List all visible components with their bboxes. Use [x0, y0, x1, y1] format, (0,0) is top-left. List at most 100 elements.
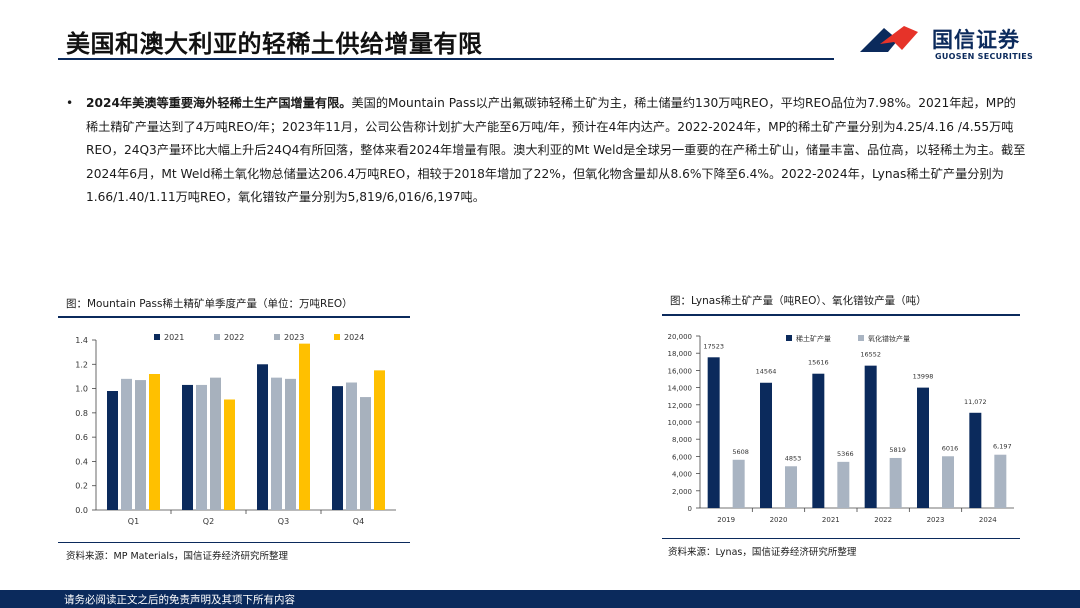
data-label: 5819 [889, 446, 906, 454]
y-tick-label: 1.4 [75, 336, 88, 345]
y-tick-label: 1.2 [75, 360, 88, 369]
data-label: 17523 [703, 342, 724, 350]
left-caption-divider [58, 316, 410, 318]
y-tick-label: 8,000 [672, 436, 692, 444]
data-label: 5366 [837, 450, 854, 458]
bar-氧化镨钕产量-2021 [837, 461, 850, 508]
data-label: 6,197 [993, 443, 1012, 451]
logo-subtext: GUOSEN SECURITIES [935, 52, 1034, 61]
bar-2021-Q3 [257, 364, 268, 510]
legend-label: 2022 [224, 333, 244, 342]
legend-swatch-氧化镨钕产量 [858, 335, 864, 341]
bar-2021-Q1 [107, 391, 118, 510]
mountain-pass-bar-chart: 0.0 0.2 0.4 0.6 0.8 1.0 1.2 1.4 Q1 Q2 Q3 Q4 2021 2022… [75, 333, 396, 526]
y-tick-label: 0 [688, 505, 692, 513]
legend-label: 2023 [284, 333, 304, 342]
x-tick-label: 2023 [927, 516, 945, 524]
left-chart-caption: 图：Mountain Pass稀土精矿单季度产量（单位：万吨REO） [66, 298, 353, 310]
x-tick-label: Q1 [128, 517, 139, 526]
bar-2022-Q2 [196, 384, 207, 510]
legend-label: 2021 [164, 333, 184, 342]
right-chart-source: 资料来源：Lynas，国信证券经济研究所整理 [668, 547, 857, 558]
bar-2022-Q4 [346, 382, 357, 510]
y-tick-label: 0.6 [75, 433, 88, 442]
y-tick-label: 1.0 [75, 385, 88, 394]
guosen-logo-icon [860, 26, 918, 52]
summary-text: 美国的Mountain Pass以产出氟碳铈轻稀土矿为主，稀土储量约130万吨R… [86, 96, 1026, 204]
bar-2024-Q1 [149, 374, 160, 510]
x-tick-label: 2021 [822, 516, 840, 524]
legend-swatch-2024 [334, 334, 340, 340]
data-label: 6016 [942, 444, 959, 452]
bar-2023-Q4 [360, 397, 371, 510]
x-tick-label: Q2 [203, 517, 214, 526]
y-tick-label: 12,000 [668, 402, 693, 410]
footer-bar: 请务必阅读正文之后的免责声明及其项下所有内容 [0, 590, 1080, 608]
y-tick-label: 10,000 [668, 419, 693, 427]
bar-2023-Q3 [285, 378, 296, 510]
summary-lead: 2024年美澳等重要海外轻稀土生产国增量有限。 [86, 96, 352, 110]
footer-disclaimer: 请务必阅读正文之后的免责声明及其项下所有内容 [64, 594, 295, 606]
bar-2022-Q3 [271, 377, 282, 510]
title-divider [58, 58, 834, 60]
bar-稀土矿产量-2021 [812, 373, 825, 508]
bar-氧化镨钕产量-2023 [942, 456, 954, 508]
legend-swatch-2022 [214, 334, 220, 340]
bar-2022-Q1 [121, 378, 132, 510]
y-tick-label: 20,000 [668, 333, 693, 341]
logo-red-swoosh-icon [880, 26, 918, 50]
bar-2023-Q1 [135, 380, 146, 510]
data-label: 15616 [808, 359, 829, 367]
bar-2024-Q3 [299, 343, 310, 510]
y-tick-label: 0.4 [75, 457, 88, 466]
right-caption-divider [662, 314, 1020, 316]
data-label: 13998 [913, 373, 934, 381]
data-label: 5608 [732, 448, 749, 456]
x-tick-label: 2019 [717, 516, 735, 524]
bar-氧化镨钕产量-2022 [889, 457, 902, 508]
right-source-divider [662, 538, 1020, 539]
legend-label: 稀土矿产量 [796, 334, 831, 343]
bar-2024-Q4 [374, 370, 385, 510]
legend-swatch-稀土矿产量 [786, 335, 792, 341]
data-label: 11,072 [964, 398, 987, 406]
bar-稀土矿产量-2019 [707, 357, 720, 508]
x-tick-label: 2022 [874, 516, 892, 524]
bar-2021-Q4 [332, 386, 343, 510]
bar-氧化镨钕产量-2019 [732, 459, 745, 508]
y-tick-label: 2,000 [672, 488, 692, 496]
data-label: 16552 [860, 351, 881, 359]
y-tick-label: 16,000 [668, 367, 693, 375]
y-tick-label: 0.8 [75, 409, 88, 418]
x-tick-label: 2020 [770, 516, 788, 524]
y-tick-label: 18,000 [668, 350, 693, 358]
y-tick-label: 0.0 [75, 506, 88, 515]
page-title: 美国和澳大利亚的轻稀土供给增量有限 [66, 30, 483, 58]
y-tick-label: 0.2 [75, 482, 88, 491]
bullet-icon: • [66, 96, 74, 110]
left-chart-source: 资料来源：MP Materials，国信证券经济研究所整理 [66, 551, 288, 562]
bar-稀土矿产量-2022 [864, 365, 877, 508]
bar-稀土矿产量-2020 [760, 382, 772, 508]
summary-paragraph: • 2024年美澳等重要海外轻稀土生产国增量有限。美国的Mountain Pas… [66, 92, 1026, 210]
y-tick-label: 4,000 [672, 471, 692, 479]
y-tick-label: 6,000 [672, 453, 692, 461]
legend-swatch-2023 [274, 334, 280, 340]
legend-label: 2024 [344, 333, 364, 342]
bar-2023-Q2 [210, 377, 221, 510]
bar-氧化镨钕产量-2024 [994, 454, 1007, 508]
logo-navy-swoosh-icon [860, 28, 898, 52]
data-label: 4853 [785, 454, 802, 462]
legend-label: 氧化镨钕产量 [868, 334, 910, 343]
legend-swatch-2021 [154, 334, 160, 340]
x-tick-label: Q3 [278, 517, 289, 526]
x-tick-label: 2024 [979, 516, 997, 524]
bar-2024-Q2 [224, 399, 235, 510]
lynas-bar-chart: 0 2,000 4,000 6,000 8,000 10,000 12,000 14,000 1… [668, 333, 1014, 524]
logo-text: 国信证券 [932, 28, 1020, 52]
bar-氧化镨钕产量-2020 [785, 466, 797, 508]
bar-稀土矿产量-2024 [969, 412, 982, 508]
bar-2021-Q2 [182, 384, 193, 510]
y-tick-label: 14,000 [668, 385, 693, 393]
left-source-divider [58, 542, 410, 543]
